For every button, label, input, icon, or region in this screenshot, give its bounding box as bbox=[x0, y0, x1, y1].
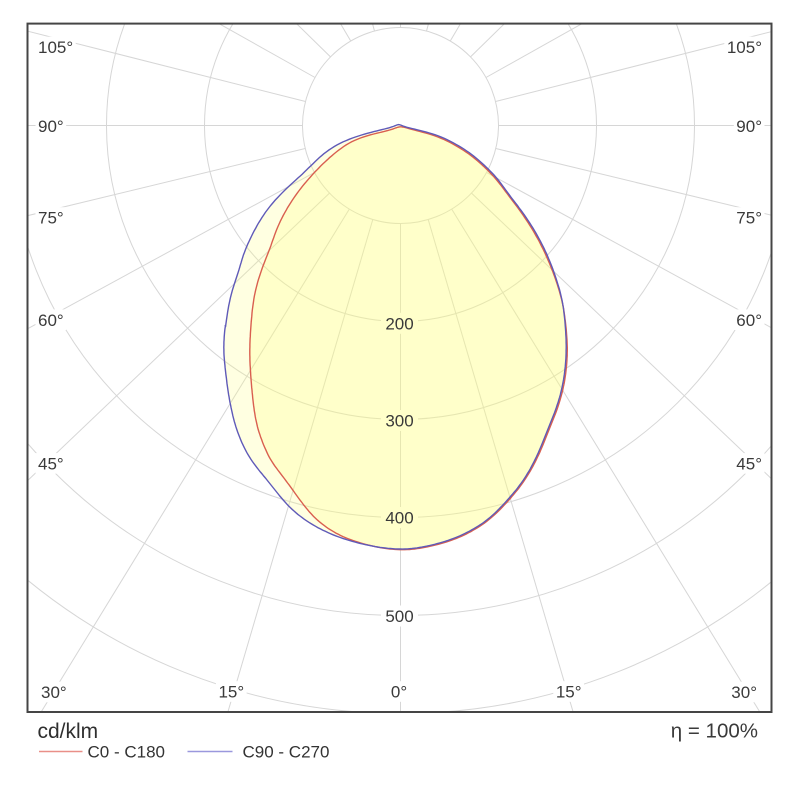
svg-text:cd/klm: cd/klm bbox=[38, 720, 99, 743]
svg-text:0°: 0° bbox=[391, 683, 407, 702]
svg-text:75°: 75° bbox=[736, 209, 762, 228]
svg-text:400: 400 bbox=[385, 509, 413, 528]
svg-text:90°: 90° bbox=[38, 117, 64, 136]
svg-text:η = 100%: η = 100% bbox=[671, 720, 758, 743]
svg-text:90°: 90° bbox=[736, 117, 762, 136]
svg-text:105°: 105° bbox=[727, 38, 762, 57]
svg-text:15°: 15° bbox=[218, 683, 244, 702]
svg-text:60°: 60° bbox=[38, 311, 64, 330]
svg-text:45°: 45° bbox=[736, 455, 762, 474]
svg-text:75°: 75° bbox=[38, 209, 64, 228]
svg-text:200: 200 bbox=[385, 315, 413, 334]
svg-text:30°: 30° bbox=[731, 683, 757, 702]
svg-text:300: 300 bbox=[385, 412, 413, 431]
svg-text:C90 - C270: C90 - C270 bbox=[243, 743, 330, 762]
svg-text:30°: 30° bbox=[41, 683, 67, 702]
svg-text:105°: 105° bbox=[38, 38, 73, 57]
svg-text:15°: 15° bbox=[556, 683, 582, 702]
svg-text:C0 - C180: C0 - C180 bbox=[88, 743, 165, 762]
svg-text:60°: 60° bbox=[736, 311, 762, 330]
svg-text:45°: 45° bbox=[38, 455, 64, 474]
svg-text:500: 500 bbox=[385, 607, 413, 626]
